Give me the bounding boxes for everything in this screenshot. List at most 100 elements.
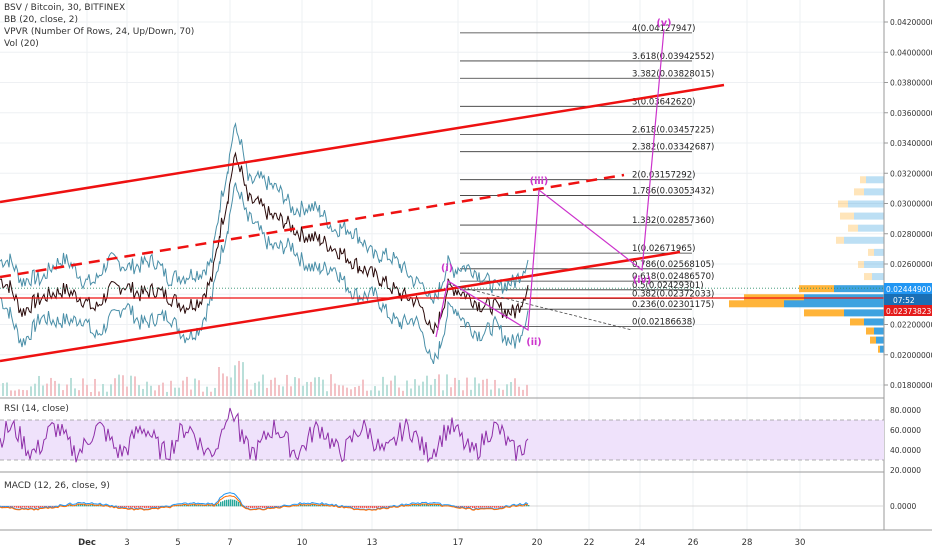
chart-legend: BSV / Bitcoin, 30, BITFINEX BB (20, clos… <box>4 2 194 50</box>
volume-bar <box>318 377 320 396</box>
volume-bar <box>254 383 256 396</box>
volume-bar <box>494 380 496 396</box>
vpvr-row-up <box>854 213 884 220</box>
volume-bar <box>398 388 400 396</box>
wave-label: (iv) <box>633 275 651 286</box>
volume-bar <box>266 388 268 396</box>
volume-bar <box>490 390 492 396</box>
volume-bar <box>486 379 488 396</box>
volume-bar <box>66 384 68 396</box>
macd-histogram-bar <box>362 506 363 508</box>
volume-bar <box>302 386 304 396</box>
volume-bar <box>262 375 264 396</box>
vpvr-row-down <box>804 309 844 316</box>
indicator-vol[interactable]: Vol (20) <box>4 38 194 50</box>
wave-label: (i) <box>441 263 453 274</box>
macd-histogram-bar <box>482 506 483 507</box>
macd-histogram-bar <box>18 506 19 508</box>
volume-bar <box>210 392 212 396</box>
countdown-value: 07:52 <box>893 296 915 305</box>
macd-histogram-bar <box>40 506 41 507</box>
macd-histogram-bar <box>142 506 143 507</box>
volume-bar <box>90 392 92 396</box>
volume-bar <box>334 384 336 396</box>
volume-bar <box>426 376 428 396</box>
vpvr-row-up <box>876 337 884 344</box>
volume-bar <box>450 387 452 396</box>
volume-bar <box>226 376 228 396</box>
volume-bar <box>94 379 96 396</box>
volume-bar <box>158 385 160 396</box>
rsi-legend[interactable]: RSI (14, close) <box>4 403 69 415</box>
rsi-tick-label: 40.0000 <box>890 446 921 455</box>
volume-bar <box>354 387 356 396</box>
macd-histogram-bar <box>484 506 485 507</box>
vpvr-row-up <box>864 261 884 268</box>
fib-level-label: 0.786(0.02568105) <box>632 260 714 270</box>
rsi-tick-label: 60.0000 <box>890 426 921 435</box>
volume-bar <box>458 380 460 396</box>
macd-histogram-bar <box>490 506 491 507</box>
vpvr-row-down <box>838 200 848 207</box>
vpvr-row-up <box>844 237 884 244</box>
volume-bar <box>146 382 148 396</box>
macd-histogram-bar <box>38 506 39 508</box>
volume-bar <box>522 390 524 396</box>
macd-histogram-bar <box>272 506 273 507</box>
macd-histogram-bar <box>218 504 219 507</box>
volume-bar <box>238 361 240 396</box>
macd-histogram-bar <box>378 506 379 507</box>
volume-bar <box>230 377 232 396</box>
volume-bar <box>46 384 48 396</box>
macd-histogram-bar <box>20 506 21 508</box>
volume-bar <box>514 378 516 396</box>
macd-histogram-bar <box>368 506 369 508</box>
level-price-value: 0.02373823 <box>886 307 932 316</box>
macd-histogram-bar <box>476 506 477 507</box>
macd-histogram-bar <box>232 500 233 507</box>
macd-histogram-bar <box>528 505 529 506</box>
macd-histogram-bar <box>256 506 257 508</box>
macd-histogram-bar <box>118 506 119 507</box>
volume-bar <box>378 391 380 396</box>
volume-bar <box>466 378 468 396</box>
time-tick-label: 22 <box>584 538 595 548</box>
volume-bar <box>314 377 316 396</box>
macd-histogram-bar <box>496 506 497 508</box>
macd-histogram-bar <box>146 506 147 508</box>
macd-histogram-bar <box>478 506 479 508</box>
macd-histogram-bar <box>136 506 137 507</box>
macd-histogram-bar <box>128 506 129 508</box>
price-axis[interactable]: 0.042000000.040000000.038000000.03600000… <box>884 18 932 390</box>
volume-bar <box>446 374 448 396</box>
macd-histogram-bar <box>34 506 35 508</box>
volume-bar <box>70 378 72 396</box>
macd-histogram-bar <box>464 506 465 507</box>
macd-histogram-bar <box>258 506 259 507</box>
indicator-bb[interactable]: BB (20, close, 2) <box>4 14 194 26</box>
volume-bar <box>14 391 16 396</box>
macd-histogram-bar <box>466 506 467 508</box>
volume-bar <box>394 376 396 396</box>
volume-bar <box>294 377 296 396</box>
macd-histogram-bar <box>26 506 27 507</box>
price-pane[interactable] <box>0 0 884 398</box>
macd-histogram-bar <box>132 506 133 507</box>
price-tick-label: 0.03000000 <box>890 200 932 209</box>
macd-histogram-bar <box>252 506 253 508</box>
rsi-tick-label: 80.0000 <box>890 406 921 415</box>
macd-legend[interactable]: MACD (12, 26, close, 9) <box>4 480 110 492</box>
macd-histogram-bar <box>498 506 499 508</box>
volume-bar <box>290 386 292 396</box>
volume-bar <box>366 391 368 396</box>
symbol-title[interactable]: BSV / Bitcoin, 30, BITFINEX <box>4 2 194 14</box>
fib-level-label: 1(0.02671965) <box>632 244 695 254</box>
price-tick-label: 0.02800000 <box>890 230 932 239</box>
price-tick-label: 0.04200000 <box>890 18 932 27</box>
time-tick-label: 5 <box>175 538 180 548</box>
indicator-vpvr[interactable]: VPVR (Number Of Rows, 24, Up/Down, 70) <box>4 26 194 38</box>
